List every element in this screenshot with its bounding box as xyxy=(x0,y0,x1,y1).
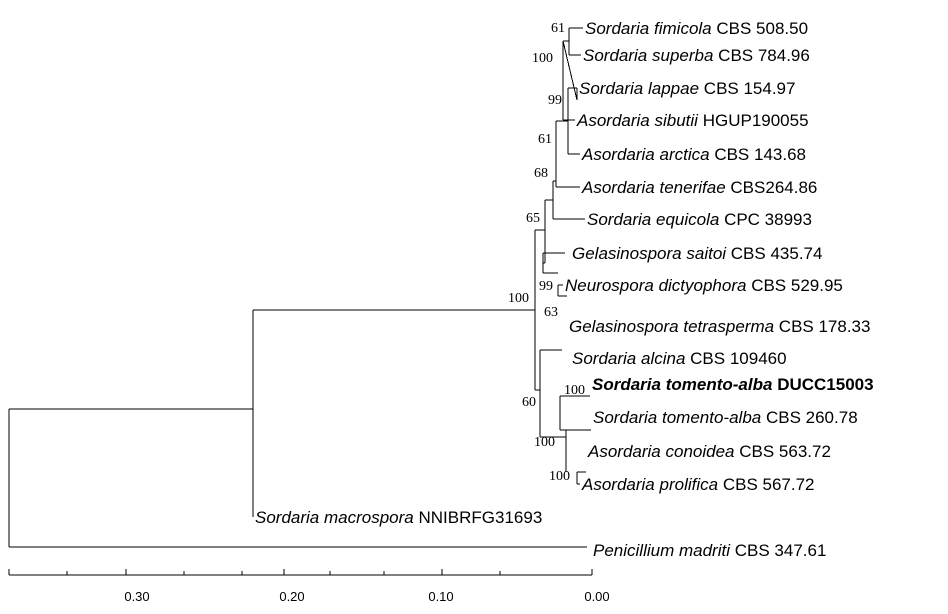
taxon-label: Sordaria superba CBS 784.96 xyxy=(583,46,810,65)
support-value: 100 xyxy=(549,469,570,484)
support-value: 100 xyxy=(564,383,585,398)
support-value: 61 xyxy=(551,21,565,36)
support-value: 100 xyxy=(534,435,555,450)
taxon-label: Sordaria tomento-alba CBS 260.78 xyxy=(593,408,858,427)
taxon-label: Sordaria alcina CBS 109460 xyxy=(572,349,787,368)
scale-axis: 0.30 0.20 0.10 0.00 xyxy=(8,569,610,604)
taxon-label: Asordaria sibutii HGUP190055 xyxy=(576,111,809,130)
support-value: 61 xyxy=(538,132,552,147)
taxon-label: Asordaria prolifica CBS 567.72 xyxy=(581,475,815,494)
taxon-label: Gelasinospora saitoi CBS 435.74 xyxy=(572,244,822,263)
support-value: 99 xyxy=(548,93,562,108)
scale-tick-label: 0.20 xyxy=(279,589,304,604)
support-value: 68 xyxy=(534,166,548,181)
support-value: 65 xyxy=(526,211,540,226)
tree-branches xyxy=(8,27,591,548)
taxon-label: Sordaria fimicola CBS 508.50 xyxy=(585,19,808,38)
branch xyxy=(562,40,578,101)
scale-tick-label: 0.30 xyxy=(124,589,149,604)
taxon-label: Sordaria macrospora NNIBRFG31693 xyxy=(255,508,542,527)
support-value: 100 xyxy=(508,291,529,306)
taxon-label: Asordaria conoidea CBS 563.72 xyxy=(587,442,831,461)
support-value: 100 xyxy=(532,51,553,66)
support-value: 99 xyxy=(539,279,553,294)
taxon-labels: Sordaria fimicola CBS 508.50 Sordaria su… xyxy=(255,19,874,560)
scale-tick-label: 0.10 xyxy=(428,589,453,604)
support-value: 63 xyxy=(544,305,558,320)
taxon-label: Gelasinospora tetrasperma CBS 178.33 xyxy=(569,317,870,336)
support-value: 60 xyxy=(522,395,536,410)
bootstrap-support-values: 61 100 99 61 68 65 99 63 100 100 60 100 … xyxy=(508,21,585,484)
taxon-label: Asordaria arctica CBS 143.68 xyxy=(581,145,806,164)
taxon-label-highlighted: Sordaria tomento-alba DUCC15003 xyxy=(592,375,874,394)
taxon-label: Penicillium madriti CBS 347.61 xyxy=(593,541,826,560)
taxon-label: Neurospora dictyophora CBS 529.95 xyxy=(565,276,843,295)
taxon-label: Sordaria lappae CBS 154.97 xyxy=(579,79,795,98)
scale-tick-label: 0.00 xyxy=(584,589,609,604)
taxon-label: Asordaria tenerifae CBS264.86 xyxy=(581,178,817,197)
taxon-label: Sordaria equicola CPC 38993 xyxy=(587,210,812,229)
